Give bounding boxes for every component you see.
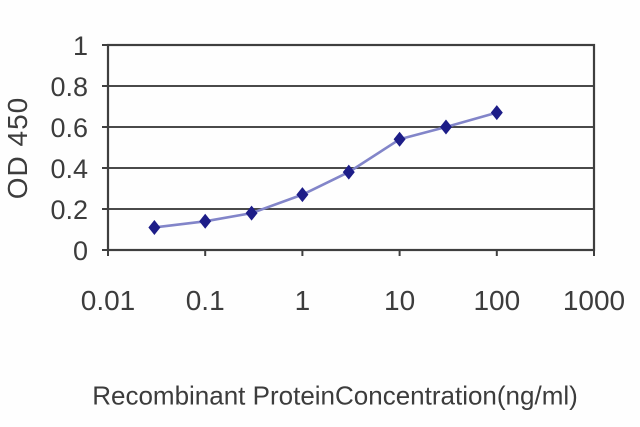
x-tick-label: 10	[384, 285, 415, 316]
data-point-marker	[490, 105, 503, 121]
data-point-marker	[199, 213, 212, 229]
x-tick-label: 0.1	[186, 285, 225, 316]
data-point-marker	[245, 205, 258, 221]
y-tick-label: 1	[73, 31, 88, 61]
x-tick-label: 0.01	[81, 285, 136, 316]
series-line	[154, 111, 498, 229]
y-tick-label: 0	[73, 236, 88, 266]
data-point-marker	[148, 219, 161, 235]
y-axis-title: OD 450	[2, 96, 33, 200]
y-tick-label: 0.8	[50, 72, 88, 102]
data-point-marker	[393, 131, 406, 147]
data-point-marker	[342, 164, 355, 180]
data-point-marker	[439, 119, 452, 135]
x-tick-label: 1000	[563, 285, 625, 316]
x-tick-label: 1	[295, 285, 311, 316]
y-tick-label: 0.4	[50, 154, 88, 184]
x-axis-title: Recombinant ProteinConcentration(ng/ml)	[92, 380, 578, 411]
y-tick-label: 0.6	[50, 113, 88, 143]
y-tick-label: 0.2	[50, 195, 88, 225]
plot-border	[106, 43, 596, 252]
data-point-marker	[296, 187, 309, 203]
x-tick-label: 100	[473, 285, 520, 316]
